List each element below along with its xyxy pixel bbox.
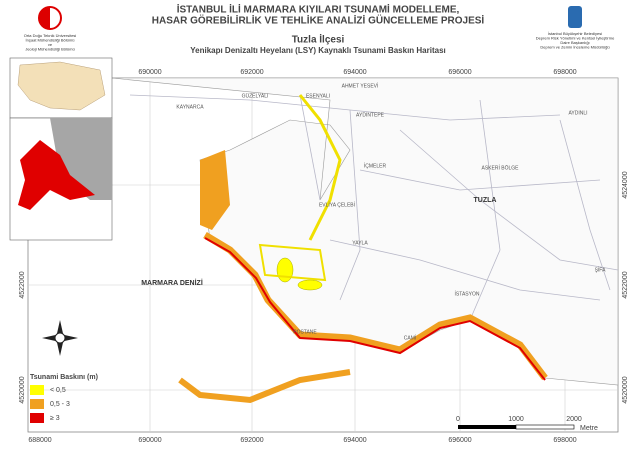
institution-text: ve (48, 42, 53, 47)
grid-label: 692000 (240, 437, 263, 444)
header-title: HASAR GÖREBİLİRLİK VE TEHLİKE ANALİZİ GÜ… (152, 14, 485, 27)
institution-text: Deprem ve Zemin İnceleme Müdürlüğü (540, 45, 609, 50)
institution-text: Jeoloji Mühendisliği Bölümü (25, 47, 74, 52)
place-label: YAYLA (352, 240, 368, 246)
scale-unit: Metre (580, 425, 598, 432)
grid-label: 696000 (448, 69, 471, 76)
grid-label: 694000 (343, 437, 366, 444)
legend-swatch (30, 413, 44, 423)
logos (38, 6, 582, 30)
institution-text: Orta Doğu Teknik Üniversitesi (24, 33, 77, 38)
district-title: Tuzla İlçesi (292, 33, 345, 46)
grid-label: 690000 (138, 69, 161, 76)
grid-label: 4520000 (622, 376, 629, 403)
scale-label: 0 (456, 416, 460, 423)
institution-text: Deprem Risk Yönetimi ve Kentsel İyileşti… (536, 36, 615, 41)
legend-label: 0,5 - 3 (50, 401, 70, 408)
place-label: AYDINTEPE (356, 112, 385, 118)
place-label: İSTASYON (455, 290, 480, 297)
place-label: MARMARA DENİZİ (141, 279, 203, 287)
grid-label: 692000 (240, 69, 263, 76)
institution-text: İstanbul Büyükşehir Belediyesi (548, 31, 602, 36)
place-label: CAMİ (404, 334, 417, 341)
place-label: AYDINLI (568, 110, 587, 116)
place-label: ESENYALI (306, 93, 330, 99)
grid-label: 690000 (138, 437, 161, 444)
place-label: AHMET YESEVİ (342, 82, 379, 89)
legend-label: ≥ 3 (50, 415, 60, 422)
inundation (178, 94, 548, 404)
grid-label: 4522000 (622, 271, 629, 298)
legend-label: < 0,5 (50, 387, 66, 394)
inset-maps (9, 57, 113, 241)
legend-swatch (30, 385, 44, 395)
grid-label: 4522000 (19, 271, 26, 298)
grid-label: 698000 (553, 69, 576, 76)
place-label: GÜZELYALI (242, 92, 269, 99)
grid-label: 688000 (28, 437, 51, 444)
grid-label: 694000 (343, 69, 366, 76)
place-label: POSTANE (293, 329, 317, 335)
place-label: ŞİFA (595, 266, 607, 273)
scale-bar (458, 424, 575, 430)
institution-text: İnşaat Mühendisliği Bölümü (26, 38, 75, 43)
place-label: TUZLA (474, 197, 497, 204)
place-label: ASKERİ BÖLGE (482, 164, 520, 171)
place-label: KAYNARCA (176, 104, 204, 110)
legend-swatch (30, 399, 44, 409)
place-label: EVLİYA ÇELEBİ (319, 201, 355, 208)
institution-text: Daire Başkanlığı (560, 40, 589, 45)
grid-label: 698000 (553, 437, 576, 444)
header-title: İSTANBUL İLİ MARMARA KIYILARI TSUNAMİ MO… (177, 3, 460, 16)
compass (42, 320, 78, 356)
map-title: Yenikapı Denizaltı Heyelanı (LSY) Kaynak… (190, 46, 446, 55)
grid-label: 696000 (448, 437, 471, 444)
scale-label: 1000 (508, 416, 524, 423)
grid-label: 4524000 (622, 171, 629, 198)
place-label: İÇMELER (364, 162, 387, 169)
grid-label: 4520000 (19, 376, 26, 403)
scale-label: 2000 (566, 416, 582, 423)
legend-title: Tsunami Baskını (m) (30, 374, 98, 381)
